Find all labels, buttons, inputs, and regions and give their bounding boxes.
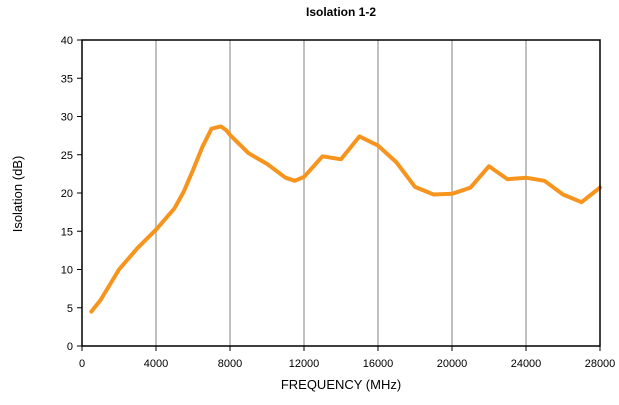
tick-labels: 0 5 10 15 20 25 30 35 40 0 4000 8000 12000 16000 20000… bbox=[61, 35, 616, 370]
y-tick-label-10: 10 bbox=[61, 265, 73, 277]
series-layer bbox=[89, 124, 602, 314]
x-tick-label-8000: 8000 bbox=[218, 358, 242, 370]
y-tick-label-20: 20 bbox=[61, 188, 73, 200]
y-tick-label-40: 40 bbox=[61, 35, 73, 47]
y-tick-label-35: 35 bbox=[61, 73, 73, 85]
y-tick-label-30: 30 bbox=[61, 112, 73, 124]
y-tick-label-15: 15 bbox=[61, 226, 73, 238]
plot-frame bbox=[81, 39, 601, 347]
x-tick-label-16000: 16000 bbox=[363, 358, 394, 370]
x-tick-label-28000: 28000 bbox=[585, 358, 616, 370]
x-axis-label: FREQUENCY (MHz) bbox=[281, 377, 401, 392]
x-tick-label-12000: 12000 bbox=[289, 358, 320, 370]
y-tick-label-5: 5 bbox=[67, 303, 73, 315]
x-tick-label-4000: 4000 bbox=[144, 358, 168, 370]
chart-title: Isolation 1-2 bbox=[306, 5, 376, 19]
x-tick-label-20000: 20000 bbox=[437, 358, 468, 370]
y-axis-label: Isolation (dB) bbox=[10, 156, 25, 233]
gridlines bbox=[155, 40, 527, 346]
y-tick-label-25: 25 bbox=[61, 150, 73, 162]
x-tick-label-24000: 24000 bbox=[511, 358, 542, 370]
axes bbox=[77, 39, 601, 351]
series-line-1 bbox=[89, 124, 602, 314]
y-tick-label-0: 0 bbox=[67, 341, 73, 353]
x-tick-label-0: 0 bbox=[79, 358, 85, 370]
